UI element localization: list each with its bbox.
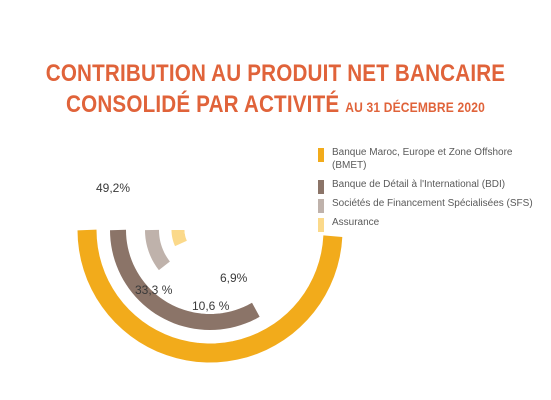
data-label-0: 49,2% bbox=[96, 181, 130, 195]
chart-title-line1: CONTRIBUTION AU PRODUIT NET BANCAIRE bbox=[45, 60, 506, 87]
legend-label: Banque Maroc, Europe et Zone Offshore (B… bbox=[332, 147, 513, 171]
data-label-1: 33,3 % bbox=[135, 283, 173, 297]
legend-label: Assurance bbox=[332, 217, 380, 228]
legend-label: Banque de Détail à l'International (BDI) bbox=[332, 179, 506, 190]
chart-legend: Banque Maroc, Europe et Zone Offshore (B… bbox=[318, 146, 538, 235]
legend-item: Assurance bbox=[318, 216, 538, 232]
legend-swatch-sfs bbox=[318, 199, 324, 213]
legend-item: Sociétés de Financement Spécialisées (SF… bbox=[318, 197, 538, 213]
legend-item: Banque de Détail à l'International (BDI) bbox=[318, 178, 538, 194]
chart-title-line2: CONSOLIDÉ PAR ACTIVITÉ AU 31 DÉCEMBRE 20… bbox=[39, 91, 513, 119]
arc-3 bbox=[171, 230, 187, 247]
chart-title-main: CONSOLIDÉ PAR ACTIVITÉ bbox=[66, 91, 340, 118]
arc-2 bbox=[145, 229, 170, 271]
legend-swatch-bdi bbox=[318, 180, 324, 194]
legend-item: Banque Maroc, Europe et Zone Offshore (B… bbox=[318, 146, 538, 172]
arc-0 bbox=[77, 229, 343, 363]
arc-1 bbox=[110, 229, 260, 331]
data-label-2: 10,6 % bbox=[192, 299, 230, 313]
legend-label: Sociétés de Financement Spécialisées (SF… bbox=[332, 198, 533, 209]
chart-title-date: AU 31 DÉCEMBRE 2020 bbox=[345, 99, 485, 115]
legend-swatch-bmet bbox=[318, 148, 324, 162]
legend-swatch-assurance bbox=[318, 218, 324, 232]
data-label-3: 6,9% bbox=[220, 271, 248, 285]
